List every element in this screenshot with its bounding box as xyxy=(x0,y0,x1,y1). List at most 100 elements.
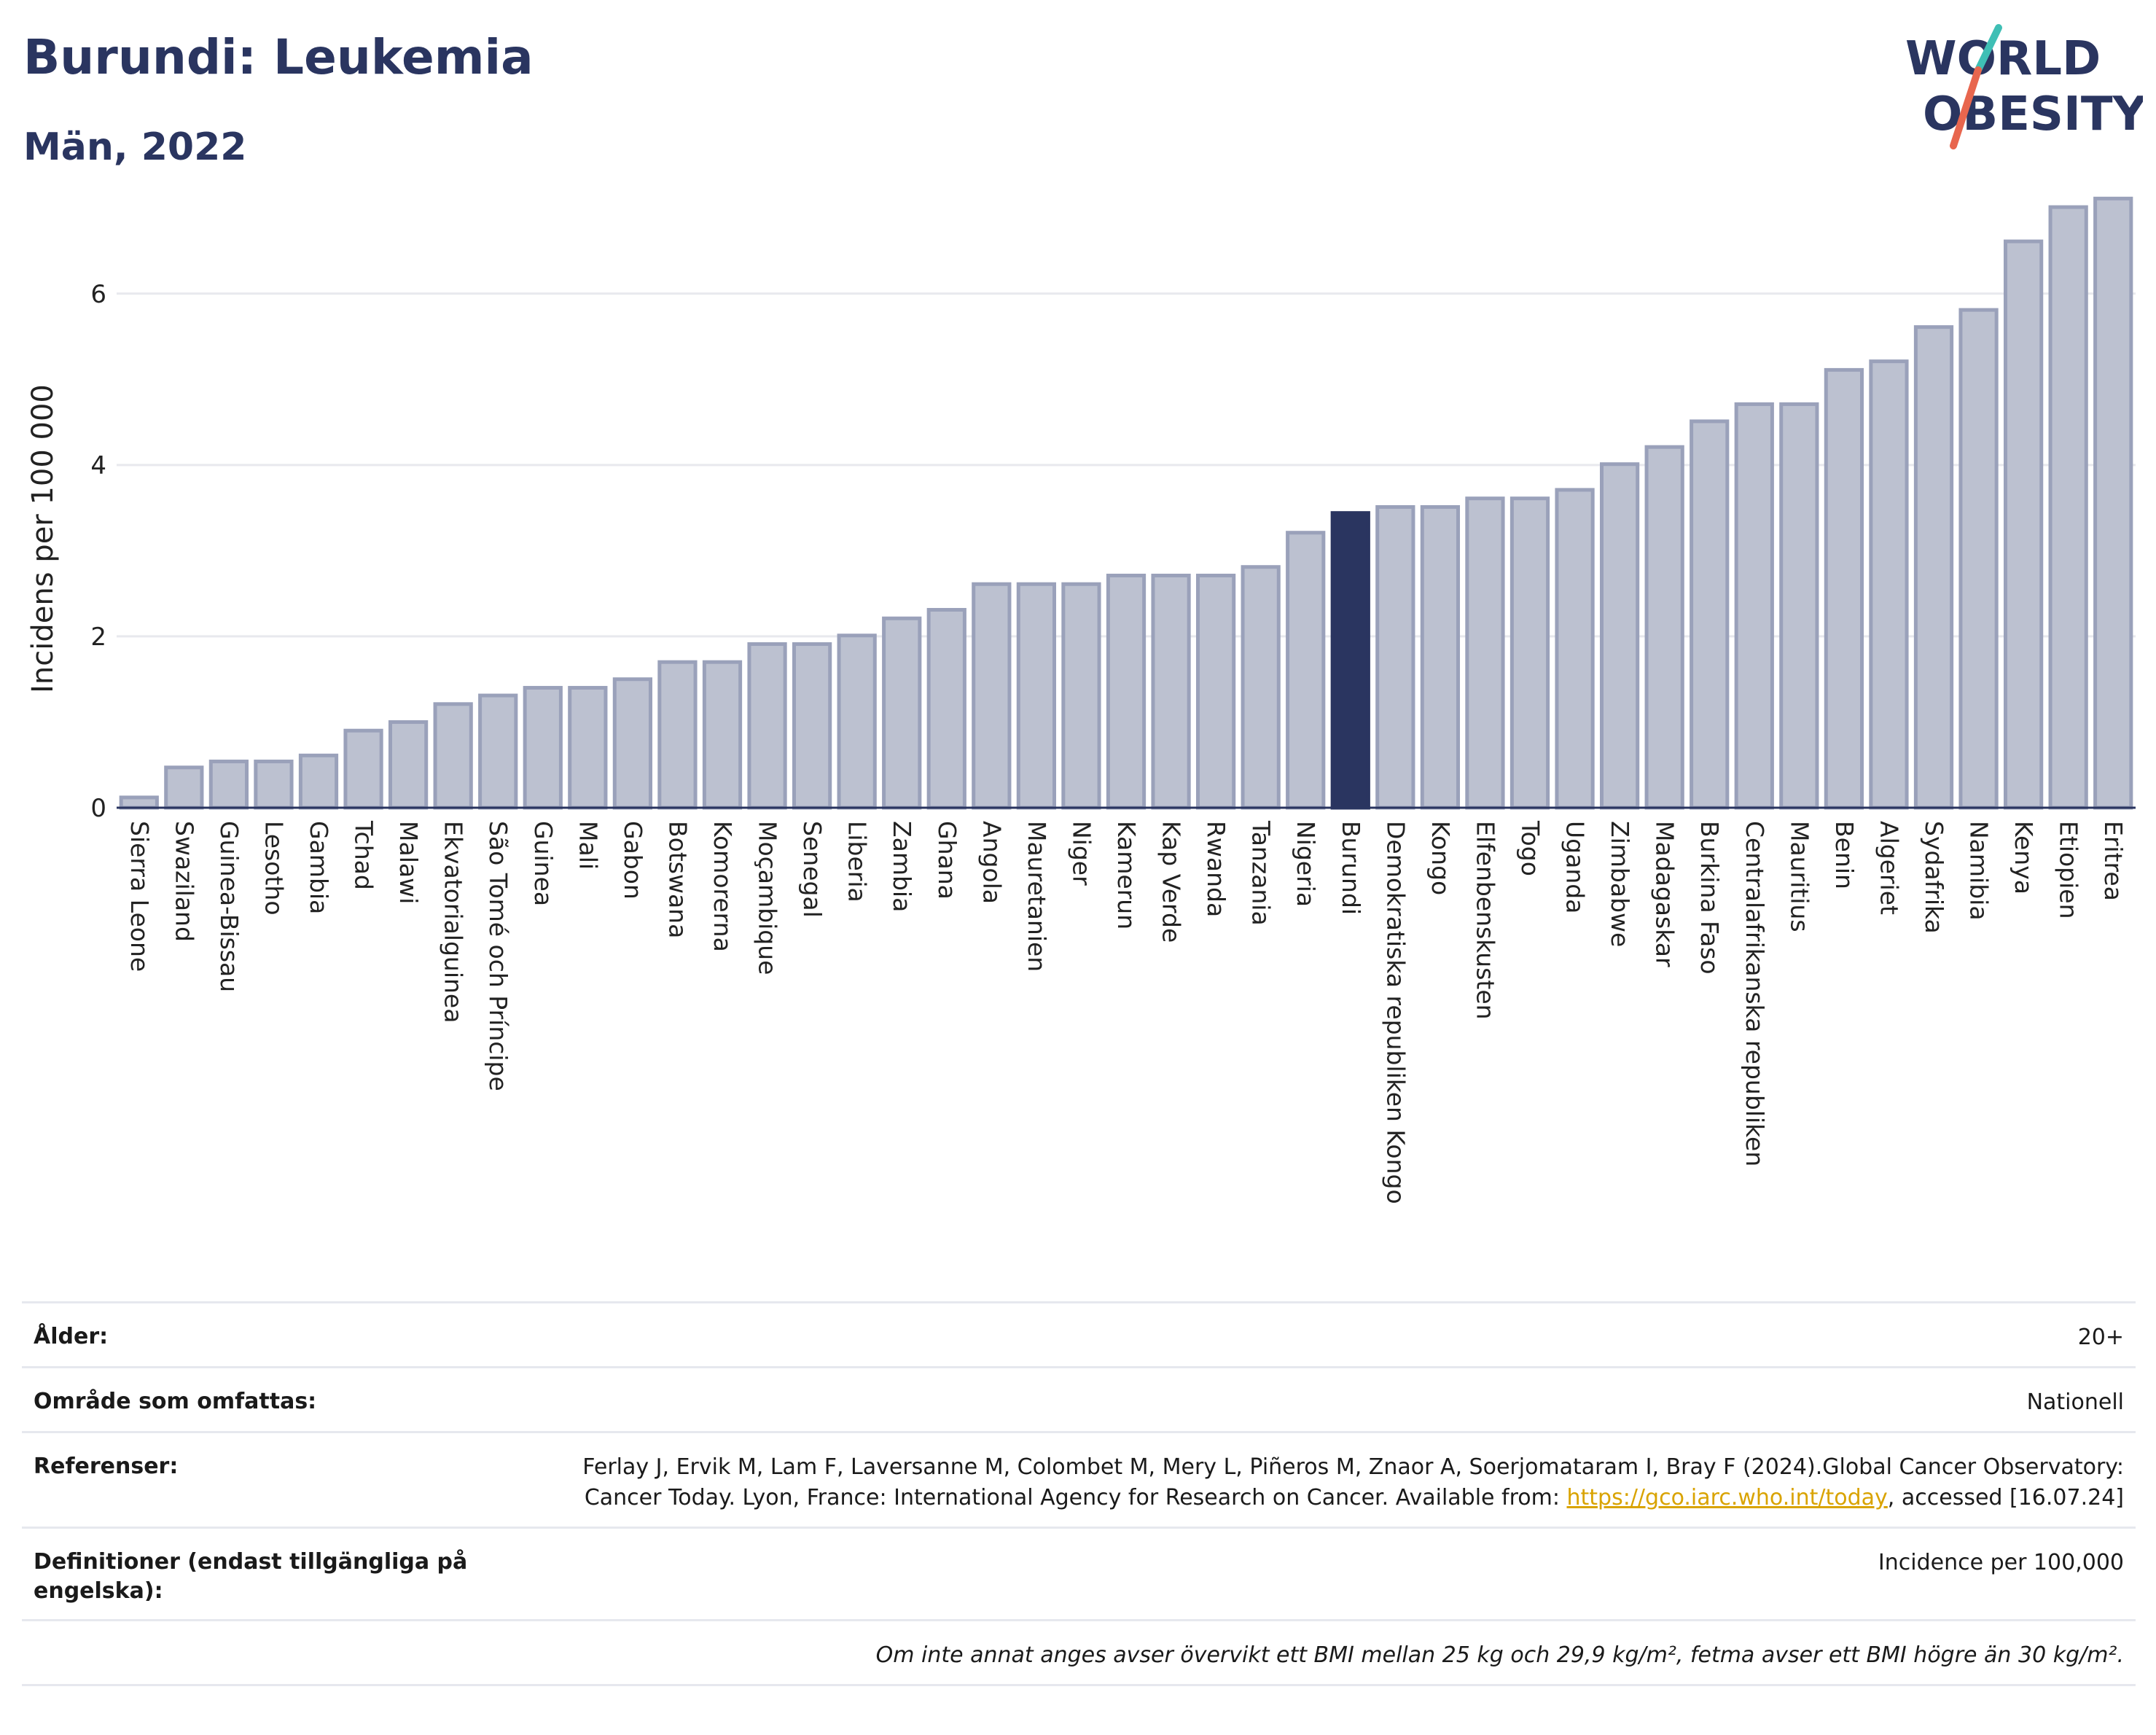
x-tick-label: Namibia xyxy=(1965,821,1993,921)
bar xyxy=(164,765,204,810)
info-row-references: Referenser: Ferlay J, Ervik M, Lam F, La… xyxy=(22,1431,2136,1527)
bar xyxy=(1509,496,1550,810)
x-tick-label: Kongo xyxy=(1426,821,1455,895)
x-tick-label: Nigeria xyxy=(1292,821,1320,907)
x-tick-label: Eritrea xyxy=(2099,821,2128,901)
x-tick-label: Moçambique xyxy=(754,821,782,975)
bmi-note: Om inte annat anges avser övervikt ett B… xyxy=(875,1642,2124,1668)
x-tick-label: Angola xyxy=(977,821,1006,904)
x-tick-label: Zambia xyxy=(888,821,916,912)
bar xyxy=(1734,402,1774,810)
bar xyxy=(1286,531,1326,810)
x-tick-label: Komorerna xyxy=(708,821,737,952)
x-tick-label: Gambia xyxy=(305,821,333,914)
x-tick-label: Niger xyxy=(1067,821,1095,886)
bar xyxy=(837,633,877,810)
bar xyxy=(972,582,1012,810)
bar xyxy=(1061,582,1101,810)
x-tick-label: Demokratiska republiken Kongo xyxy=(1381,821,1410,1204)
bars xyxy=(119,196,2133,810)
bar xyxy=(298,753,339,810)
x-tick-label: Burkina Faso xyxy=(1695,821,1724,975)
bar xyxy=(254,760,294,810)
y-tick-label: 4 xyxy=(90,451,106,480)
x-tick-label: Liberia xyxy=(843,821,872,902)
info-row-area: Område som omfattas: Nationell xyxy=(22,1366,2136,1431)
bar xyxy=(926,607,966,810)
bar-chart: 0 2 4 6 Sierra Leone Swaziland Guinea-Bissau L… xyxy=(26,196,2136,1204)
x-tick-label: Malawi xyxy=(394,821,423,904)
references-label: Referenser: xyxy=(34,1454,179,1479)
x-tick-label: Rwanda xyxy=(1202,821,1230,917)
x-tick-label: Mali xyxy=(574,821,602,870)
bar xyxy=(1599,462,1640,810)
area-label: Område som omfattas: xyxy=(34,1389,317,1414)
references-accessed: , accessed [16.07.24] xyxy=(1887,1485,2124,1510)
bar xyxy=(1420,504,1461,810)
x-tick-label: Madagaskar xyxy=(1651,821,1679,967)
x-tick-label: Ghana xyxy=(933,821,961,900)
references-text: Ferlay J, Ervik M, Lam F, Laversanne M, … xyxy=(582,1454,2124,1510)
bar xyxy=(1555,488,1595,810)
bar xyxy=(523,685,563,810)
y-tick-label: 6 xyxy=(90,280,106,309)
definitions-label: Definitioner (endast tillgängliga på eng… xyxy=(34,1549,468,1604)
info-row-age: Ålder: 20+ xyxy=(22,1301,2136,1366)
bar xyxy=(433,702,473,810)
bar xyxy=(2048,205,2088,810)
bar xyxy=(1016,582,1057,810)
x-tick-label: Mauritius xyxy=(1785,821,1813,932)
bar xyxy=(657,660,698,810)
info-row-note: Om inte annat anges avser övervikt ett B… xyxy=(22,1619,2136,1686)
x-tick-label: São Tomé och Príncipe xyxy=(484,821,512,1091)
bar xyxy=(1690,419,1730,810)
x-tick-label: Botswana xyxy=(663,821,692,938)
y-tick-label: 0 xyxy=(90,794,106,823)
age-label: Ålder: xyxy=(34,1324,109,1349)
area-value: Nationell xyxy=(2026,1389,2124,1415)
x-tick-label: Kap Verde xyxy=(1157,821,1186,943)
x-tick-label: Sierra Leone xyxy=(125,821,154,972)
x-tick-label: Gabon xyxy=(619,821,647,900)
y-tick-label: 2 xyxy=(90,623,106,652)
bar xyxy=(343,728,383,810)
x-tick-label: Zimbabwe xyxy=(1606,821,1634,947)
x-tick-label: Lesotho xyxy=(259,821,288,916)
bar xyxy=(1779,402,1819,810)
x-tick-label: Sydafrika xyxy=(1920,821,1948,934)
bar xyxy=(208,760,249,810)
x-tick-label: Tchad xyxy=(350,820,378,890)
x-tick-label: Togo xyxy=(1516,820,1544,876)
world-obesity-logo: WORLD OBESITY xyxy=(1905,24,2143,149)
x-tick-label: Swaziland xyxy=(170,821,198,942)
x-tick-label: Mauretanien xyxy=(1023,821,1051,972)
definitions-value: Incidence per 100,000 xyxy=(1878,1550,2124,1575)
bar xyxy=(1151,573,1191,810)
bar xyxy=(1869,359,1909,810)
y-axis-ticks: 0 2 4 6 xyxy=(90,280,106,823)
bar-highlighted xyxy=(1330,511,1370,810)
bar xyxy=(882,616,922,810)
x-tick-label: Guinea-Bissau xyxy=(215,821,243,992)
page-subtitle: Män, 2022 xyxy=(23,125,247,169)
x-tick-label: Kamerun xyxy=(1112,821,1141,929)
x-tick-label: Elfenbenskusten xyxy=(1471,821,1499,1020)
bar xyxy=(792,642,832,810)
references-link[interactable]: https://gco.iarc.who.int/today xyxy=(1566,1485,1888,1510)
x-tick-label: Etiopien xyxy=(2055,821,2083,919)
info-table: Ålder: 20+ Område som omfattas: Nationel… xyxy=(22,1301,2136,1686)
bar xyxy=(1913,325,1954,810)
bar xyxy=(1824,367,1864,810)
bar xyxy=(388,720,429,810)
y-axis-label: Incidens per 100 000 xyxy=(26,384,60,693)
bar xyxy=(2003,239,2044,810)
logo-slash-red-icon xyxy=(1950,66,1982,149)
bar xyxy=(747,642,787,810)
bar xyxy=(119,795,159,810)
x-tick-label: Burundi xyxy=(1337,821,1365,915)
references-value: Ferlay J, Ervik M, Lam F, Laversanne M, … xyxy=(515,1452,2124,1513)
bar xyxy=(1241,565,1281,810)
x-axis-ticks: Sierra Leone Swaziland Guinea-Bissau Lesoth… xyxy=(125,820,2128,1204)
x-tick-label: Senegal xyxy=(798,821,827,918)
info-row-definitions: Definitioner (endast tillgängliga på eng… xyxy=(22,1527,2136,1619)
